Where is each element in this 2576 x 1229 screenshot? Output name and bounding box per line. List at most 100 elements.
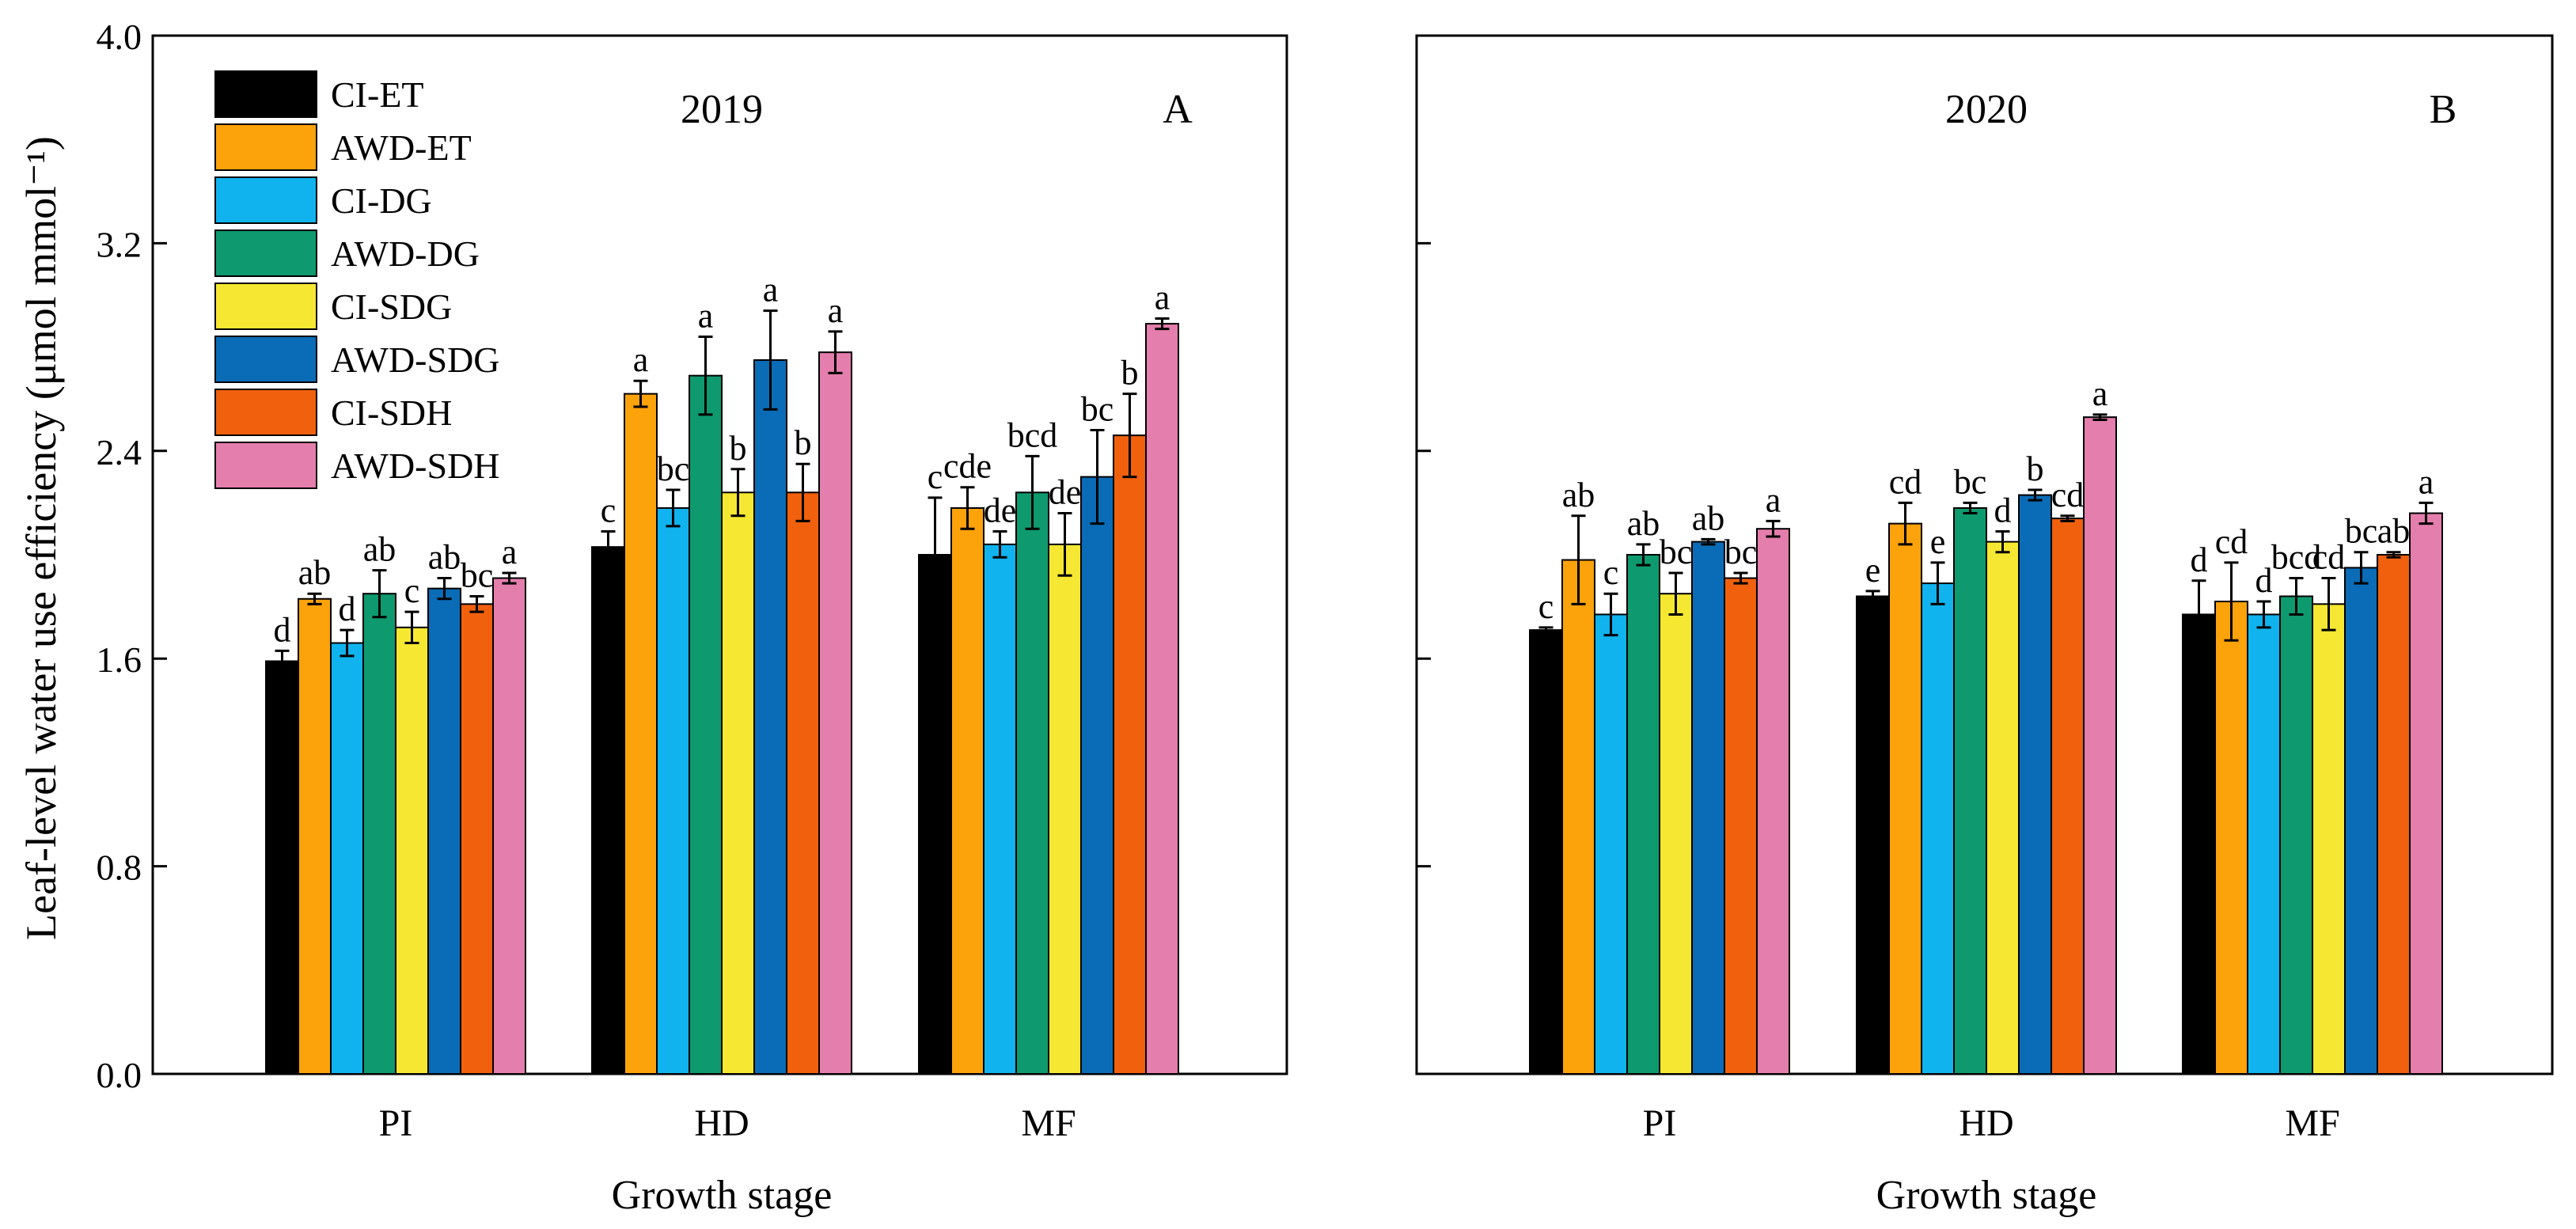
bar-ci-sdh-mf	[2377, 554, 2411, 1075]
legend-item-awd-dg: AWD-DG	[214, 229, 480, 277]
bar-awd-sdg-pi	[427, 587, 461, 1075]
significance-letter: ab	[1562, 476, 1595, 514]
legend-label: CI-DG	[331, 180, 432, 221]
legend-item-ci-dg: CI-DG	[214, 176, 432, 224]
y-axis-label: Leaf-level water use efficiency (μmol mm…	[17, 136, 65, 940]
significance-letter: bc	[657, 449, 690, 488]
panel-year-title: 2020	[1945, 87, 2028, 132]
significance-letter: bcd	[1007, 415, 1058, 454]
legend-label: AWD-ET	[331, 127, 472, 168]
bar-awd-dg-mf	[2279, 595, 2313, 1075]
bar-ci-dg-mf	[2247, 613, 2281, 1075]
x-tick-label: HD	[1959, 1102, 2013, 1144]
bar-awd-et-pi	[298, 597, 332, 1075]
bar-ci-sdh-pi	[460, 603, 494, 1075]
significance-letter: b	[795, 423, 812, 462]
legend-label: AWD-SDH	[331, 446, 500, 486]
significance-letter: c	[1538, 587, 1554, 626]
significance-letter: bc	[1954, 462, 1987, 501]
bar-awd-sdg-hd	[753, 359, 787, 1075]
bar-awd-et-mf	[2214, 601, 2248, 1075]
significance-letter: bc	[1660, 533, 1693, 571]
bar-ci-sdh-hd	[2051, 518, 2085, 1075]
significance-letter: ab	[2377, 512, 2411, 551]
bar-ci-sdh-pi	[1724, 577, 1758, 1075]
bar-awd-dg-hd	[689, 374, 723, 1075]
significance-letter: cd	[2215, 522, 2248, 561]
significance-letter: bc	[2345, 512, 2378, 551]
significance-letter: d	[2191, 541, 2208, 579]
bar-awd-sdh-hd	[2083, 416, 2117, 1075]
legend-swatch	[214, 389, 317, 436]
significance-letter: a	[502, 533, 518, 571]
bar-awd-sdh-pi	[1756, 528, 1790, 1075]
bar-ci-dg-pi	[330, 642, 364, 1075]
significance-letter: c	[928, 457, 943, 496]
significance-letter: a	[828, 291, 844, 330]
bar-ci-dg-pi	[1594, 613, 1628, 1075]
significance-letter: ab	[298, 553, 332, 592]
legend-item-ci-sdh: CI-SDH	[214, 389, 452, 436]
legend-label: CI-SDG	[331, 286, 452, 327]
x-axis-title: Growth stage	[1876, 1173, 2097, 1218]
bar-awd-sdg-mf	[2344, 567, 2378, 1075]
panel-label: A	[1163, 87, 1193, 132]
legend-swatch	[214, 283, 317, 330]
bar-ci-sdg-hd	[721, 491, 755, 1075]
legend-label: CI-SDH	[331, 393, 452, 433]
legend-swatch	[214, 123, 317, 171]
x-tick-label: PI	[1643, 1102, 1677, 1144]
significance-letter: a	[698, 296, 714, 335]
significance-letter: a	[633, 340, 649, 379]
significance-letter: c	[1603, 553, 1619, 592]
significance-letter: a	[763, 271, 779, 309]
bar-awd-sdh-mf	[1145, 323, 1179, 1075]
legend-swatch	[214, 70, 317, 118]
bar-ci-sdg-hd	[1986, 541, 2020, 1075]
bar-awd-et-hd	[1888, 522, 1922, 1075]
significance-letter: cd	[1889, 462, 1922, 501]
bar-ci-et-pi	[1529, 629, 1563, 1075]
bar-awd-et-mf	[950, 506, 984, 1075]
significance-letter: b	[2027, 449, 2044, 488]
bar-ci-et-hd	[591, 546, 625, 1075]
y-tick-label: 1.6	[97, 639, 142, 680]
bar-awd-dg-mf	[1015, 491, 1049, 1075]
legend-item-ci-et: CI-ET	[214, 70, 424, 118]
legend-item-awd-sdh: AWD-SDH	[214, 442, 500, 489]
significance-letter: a	[1766, 480, 1781, 519]
significance-letter: de	[984, 491, 1017, 529]
bar-ci-et-mf	[918, 554, 952, 1075]
legend-label: AWD-SDG	[331, 339, 500, 380]
significance-letter: d	[274, 610, 291, 649]
bar-ci-dg-hd	[1921, 582, 1955, 1075]
bar-ci-sdg-pi	[1659, 593, 1693, 1075]
significance-letter: bc	[1724, 533, 1758, 571]
bar-awd-dg-hd	[1953, 506, 1987, 1075]
bar-awd-et-hd	[624, 393, 658, 1075]
x-tick-label: MF	[2285, 1102, 2339, 1144]
y-tick-label: 3.2	[97, 224, 142, 264]
significance-letter: bc	[461, 556, 494, 594]
x-tick-label: PI	[379, 1102, 413, 1144]
bar-awd-sdg-mf	[1080, 476, 1114, 1075]
bar-awd-sdg-pi	[1691, 541, 1725, 1075]
y-tick-label: 0.0	[97, 1055, 142, 1095]
significance-letter: cd	[2312, 538, 2346, 577]
legend-swatch	[214, 176, 317, 224]
x-tick-label: HD	[694, 1102, 749, 1144]
significance-letter: ab	[1692, 499, 1725, 537]
y-tick-label: 4.0	[97, 17, 142, 57]
legend-label: CI-ET	[331, 74, 424, 115]
significance-letter: bcd	[2271, 538, 2322, 577]
y-tick-label: 2.4	[97, 432, 142, 472]
significance-letter: e	[1930, 522, 1946, 561]
legend-swatch	[214, 442, 317, 489]
significance-letter: ab	[363, 530, 396, 569]
bar-ci-sdg-pi	[395, 626, 429, 1075]
significance-letter: a	[2092, 374, 2108, 413]
bar-ci-sdh-mf	[1113, 434, 1147, 1075]
